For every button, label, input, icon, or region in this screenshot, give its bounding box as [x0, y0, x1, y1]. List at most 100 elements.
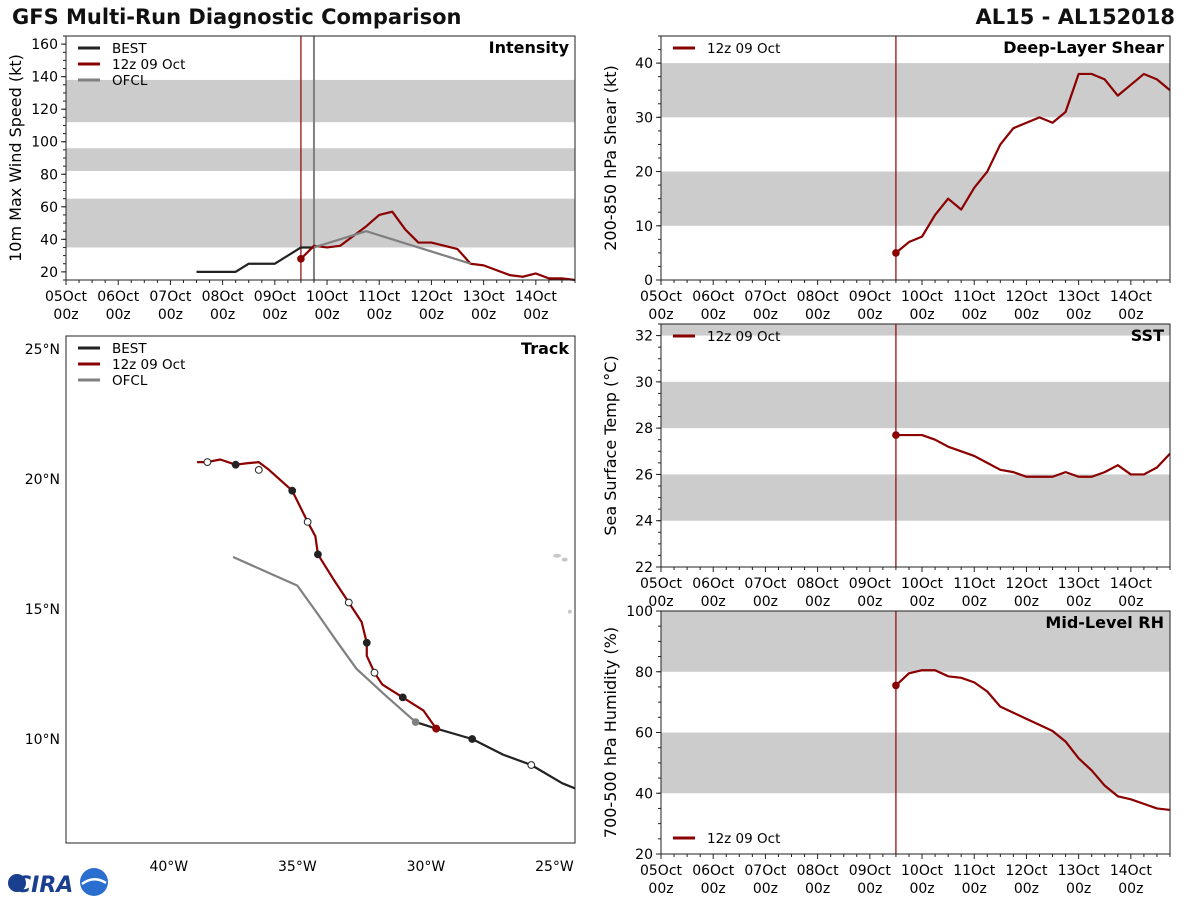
y-axis-label: 10m Max Wind Speed (kt) [6, 54, 25, 262]
track-marker [370, 668, 379, 677]
x-tick-label-date: 11Oct [358, 289, 401, 305]
y-tick-label: 30 [635, 375, 653, 391]
x-tick-label-hour: 00z [53, 307, 78, 323]
x-tick-label-hour: 00z [962, 594, 987, 610]
y-axis-label: 200-850 hPa Shear (kt) [601, 65, 620, 251]
x-tick-label: 35°W [278, 859, 317, 875]
x-tick-label-hour: 00z [805, 594, 830, 610]
panel-title: Deep-Layer Shear [1003, 38, 1164, 57]
island-shape [561, 557, 568, 562]
track-marker [527, 761, 536, 769]
x-tick-label-date: 14Oct [1110, 576, 1153, 592]
storm-id: AL15 - AL152018 [975, 5, 1176, 29]
shaded-band [661, 611, 1170, 672]
x-tick-label-date: 11Oct [953, 863, 996, 879]
y-tick-label: 80 [635, 665, 653, 681]
track-line-best [415, 721, 576, 790]
legend-label: 12z 09 Oct [112, 57, 185, 73]
x-tick-label-date: 07Oct [744, 289, 787, 305]
x-tick-label-date: 09Oct [849, 863, 892, 879]
y-tick-label: 60 [40, 200, 58, 216]
y-tick-label: 20 [635, 847, 653, 863]
logo-globe-left [8, 874, 26, 892]
panel-shear: 0 10 20 30 40 05Oct 00z 06Oct 00z 07Oct 00z 08Oct 00… [601, 35, 1171, 323]
legend-label: 12z 09 Oct [707, 41, 780, 57]
x-tick-label-date: 05Oct [640, 576, 683, 592]
track-line-12z-09-oct [197, 458, 438, 730]
init-point [892, 249, 900, 257]
legend-label: OFCL [112, 373, 148, 389]
x-tick-label-hour: 00z [262, 307, 287, 323]
x-tick-label-date: 09Oct [849, 576, 892, 592]
y-tick-label: 140 [31, 70, 58, 86]
x-tick-label-hour: 00z [210, 307, 235, 323]
x-tick-label: 25°W [535, 859, 574, 875]
axes-frame [65, 335, 576, 844]
x-tick-label-date: 06Oct [692, 289, 735, 305]
y-tick-label: 120 [31, 102, 58, 118]
shaded-band [661, 474, 1170, 521]
x-tick-label-hour: 00z [367, 307, 392, 323]
track-marker [254, 466, 263, 474]
track-marker [362, 638, 371, 647]
x-tick-label-hour: 00z [753, 307, 778, 323]
y-tick-label: 60 [635, 726, 653, 742]
x-tick-label-hour: 00z [1014, 881, 1039, 897]
x-tick-label-date: 07Oct [744, 863, 787, 879]
x-tick-label-hour: 00z [701, 307, 726, 323]
x-tick-label: 40°W [149, 859, 188, 875]
x-tick-label-hour: 00z [648, 881, 673, 897]
x-tick-label-date: 12Oct [1005, 289, 1048, 305]
y-tick-label: 26 [635, 467, 653, 483]
x-tick-label-date: 14Oct [1110, 289, 1153, 305]
x-tick-label-hour: 00z [1118, 594, 1143, 610]
legend-label: BEST [112, 41, 147, 57]
x-tick-label-hour: 00z [648, 307, 673, 323]
x-tick-label-date: 05Oct [640, 289, 683, 305]
shaded-band [66, 198, 575, 248]
x-tick-label-hour: 00z [1118, 307, 1143, 323]
x-tick-label-hour: 00z [701, 594, 726, 610]
y-axis-label: Sea Surface Temp (°C) [601, 355, 620, 535]
x-tick-label-hour: 00z [419, 307, 444, 323]
track-init-point [432, 724, 441, 733]
track-marker [344, 598, 353, 607]
x-tick-label-hour: 00z [701, 881, 726, 897]
x-tick-label-hour: 00z [471, 307, 496, 323]
x-tick-label-hour: 00z [909, 307, 934, 323]
panel-title: Intensity [489, 38, 570, 57]
x-tick-label-date: 12Oct [410, 289, 453, 305]
y-tick-label: 24 [635, 514, 653, 530]
x-tick-label-date: 08Oct [797, 576, 840, 592]
init-point [892, 431, 900, 439]
track-marker [231, 460, 240, 469]
x-tick-label-date: 06Oct [692, 576, 735, 592]
x-tick-label-hour: 00z [962, 881, 987, 897]
x-tick-label-date: 05Oct [45, 289, 88, 305]
shaded-band [661, 171, 1170, 226]
x-tick-label-hour: 00z [1066, 881, 1091, 897]
x-tick-label-hour: 00z [648, 594, 673, 610]
y-tick-label: 40 [40, 232, 58, 248]
x-tick-label-date: 11Oct [953, 576, 996, 592]
y-tick-label: 100 [31, 135, 58, 151]
x-tick-label-date: 10Oct [306, 289, 349, 305]
x-tick-label-hour: 00z [523, 307, 548, 323]
shaded-band [661, 381, 1170, 429]
x-tick-label-hour: 00z [1014, 307, 1039, 323]
y-tick-label: 20 [635, 165, 653, 181]
x-tick-label-date: 13Oct [463, 289, 506, 305]
track-marker [203, 458, 212, 467]
shaded-band [661, 732, 1170, 794]
x-tick-label-date: 05Oct [640, 863, 683, 879]
track-line-ofcl [232, 555, 417, 723]
track-marker [303, 518, 312, 526]
x-tick-label-date: 14Oct [515, 289, 558, 305]
x-tick-label-date: 07Oct [744, 576, 787, 592]
axes-frame [660, 323, 1171, 568]
ofcl-init-point [411, 718, 420, 726]
x-tick-label-hour: 00z [909, 881, 934, 897]
x-tick-label-hour: 00z [805, 881, 830, 897]
panel-intensity: 20 40 60 80 100 120 140 160 05Oct 00z 06Oct 00z 07Oc… [6, 35, 576, 323]
